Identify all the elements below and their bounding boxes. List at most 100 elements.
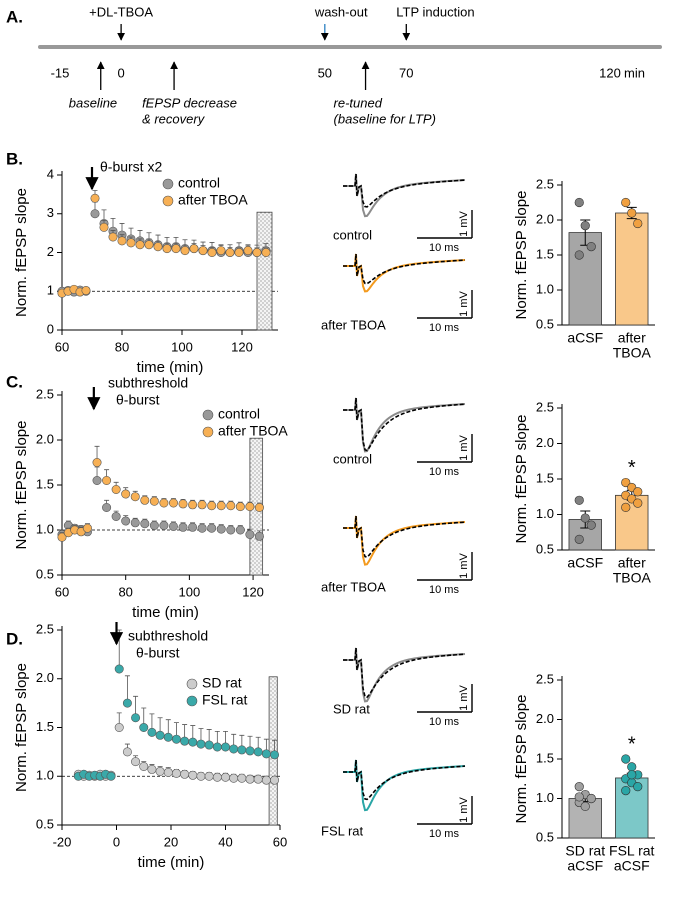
y-tick-label: 0.5 (36, 816, 54, 831)
scale-label: 1 mV (458, 291, 470, 317)
event-label: LTP induction (396, 4, 474, 19)
data-point (212, 772, 222, 782)
x-tick-label: aCSF (567, 858, 603, 874)
data-point (253, 774, 263, 784)
data-point (216, 524, 226, 534)
x-tick-label: 100 (171, 339, 193, 354)
data-point (188, 500, 198, 510)
scale-label: 10 ms (429, 242, 459, 254)
y-axis-label: Norm. fEPSP slope (513, 415, 530, 544)
scale-label: 1 mV (458, 435, 470, 461)
legend-marker (186, 678, 198, 690)
scale-label: 10 ms (429, 322, 459, 334)
data-point (204, 771, 214, 781)
data-point (234, 248, 244, 258)
x-tick-label: 60 (273, 834, 287, 849)
timeline-tick-label: 0 (117, 65, 124, 80)
data-point (245, 502, 255, 512)
data-point (261, 749, 271, 759)
data-point (245, 529, 255, 539)
data-point (586, 793, 596, 804)
y-tick-label: 2.5 (36, 386, 54, 401)
panel-letter: D. (6, 629, 23, 648)
data-point (633, 498, 643, 508)
data-point (207, 248, 217, 258)
bar (615, 212, 649, 326)
x-tick-label: 100 (179, 584, 201, 599)
data-point (254, 502, 264, 512)
data-point (216, 246, 226, 256)
data-point (149, 520, 159, 530)
legend-marker (162, 195, 174, 207)
data-point (92, 457, 102, 467)
data-point (245, 774, 255, 784)
trace (343, 647, 466, 703)
legend-label: control (178, 175, 220, 191)
data-point (108, 232, 118, 242)
data-point (130, 518, 140, 528)
y-tick-label: 0.5 (536, 829, 554, 844)
timeline-tick-label: 70 (399, 65, 413, 80)
x-tick-label: 40 (218, 834, 232, 849)
data-point (180, 736, 190, 746)
scale-label: 1 mV (458, 797, 470, 823)
data-point (188, 522, 198, 532)
data-point (574, 534, 584, 544)
y-tick-label: 2.5 (536, 671, 554, 686)
data-point (180, 246, 190, 256)
data-point (196, 771, 206, 781)
significance-marker: * (628, 733, 636, 755)
data-point (130, 492, 140, 502)
data-point (140, 495, 150, 505)
data-point (580, 221, 590, 231)
legend-marker (186, 695, 198, 707)
data-point (207, 523, 217, 533)
data-point (221, 742, 231, 752)
timeline-tick-label: -15 (51, 65, 70, 80)
data-point (163, 767, 173, 777)
data-point (139, 761, 149, 771)
data-point (270, 775, 280, 785)
data-point (198, 246, 208, 256)
x-tick-label: 20 (164, 834, 178, 849)
x-tick-label: aCSF (614, 858, 650, 874)
data-point (168, 498, 178, 508)
x-tick-label: SD rat (565, 843, 605, 859)
event-label: wash-out (314, 4, 368, 19)
panel-letter: C. (6, 372, 23, 391)
data-point (131, 757, 141, 767)
scale-label: 1 mV (458, 685, 470, 711)
y-tick-label: 0.5 (36, 566, 54, 581)
stimulus-label: subthreshold (128, 628, 208, 644)
y-tick-label: 0.5 (536, 541, 554, 556)
legend-label: control (218, 406, 260, 422)
data-point (159, 520, 169, 530)
trace (343, 253, 466, 293)
legend-label: SD rat (202, 675, 242, 691)
data-point (153, 242, 163, 252)
trace-label: after TBOA (321, 317, 386, 332)
y-axis-label: Norm. fEPSP slope (13, 663, 30, 792)
x-tick-label: TBOA (613, 345, 652, 361)
data-point (621, 477, 631, 488)
data-point (90, 193, 100, 203)
x-tick-label: 0 (113, 834, 120, 849)
x-tick-label: aCSF (567, 330, 603, 346)
data-point (627, 762, 637, 772)
y-axis-label: Norm. fEPSP slope (513, 191, 530, 320)
event-label: fEPSP decrease (142, 95, 237, 110)
data-point (229, 744, 239, 754)
data-point (90, 209, 100, 219)
data-point (114, 722, 124, 732)
y-tick-label: 0 (47, 321, 54, 336)
data-point (189, 244, 199, 254)
legend-marker (202, 409, 214, 421)
x-tick-label: aCSF (567, 555, 603, 571)
y-tick-label: 1 (47, 283, 54, 298)
x-axis-label: time (min) (132, 604, 199, 621)
data-point (261, 775, 271, 785)
data-point (253, 747, 263, 757)
y-tick-label: 2.0 (536, 711, 554, 726)
data-point (180, 769, 190, 779)
